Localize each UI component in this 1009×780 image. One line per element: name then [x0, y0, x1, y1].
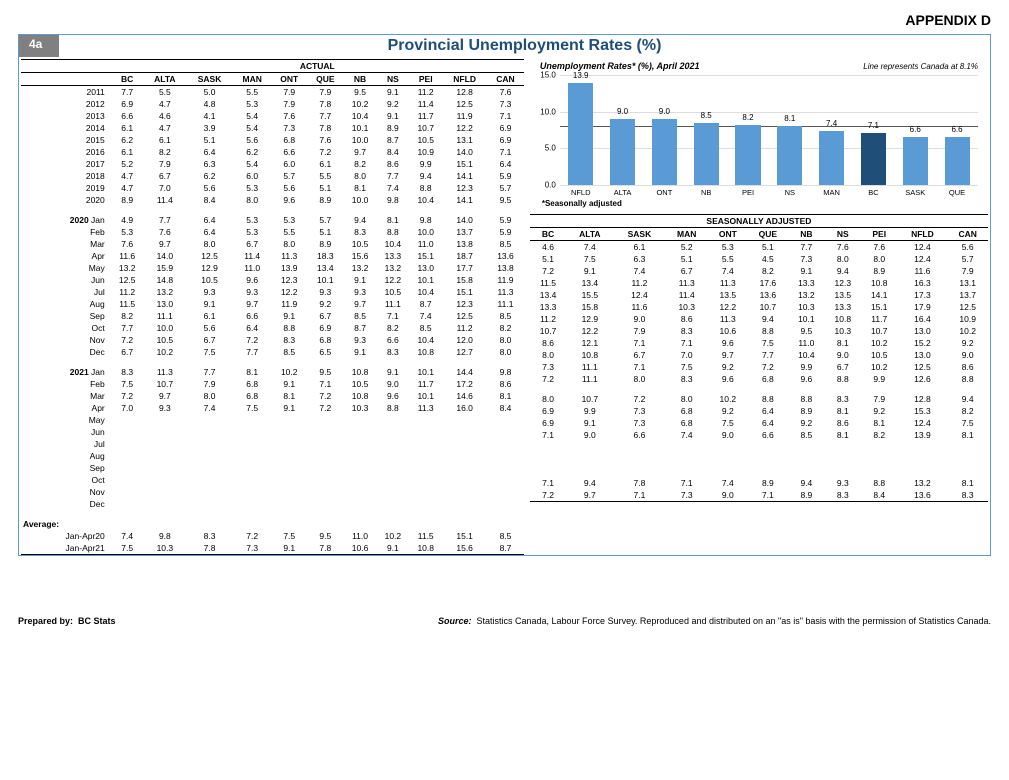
chart-region: Unemployment Rates* (%), April 2021 Line… — [530, 59, 988, 212]
sa-table: SEASONALLY ADJUSTEDBCALTASASKMANONTQUENB… — [530, 214, 988, 502]
actual-table-region: ACTUALBCALTASASKMANONTQUENBNSPEINFLDCAN2… — [21, 59, 524, 555]
chart-x-labels: NFLDALTAONTNBPEINSMANBCSASKQUE — [560, 188, 978, 197]
chart-note: Line represents Canada at 8.1% — [863, 62, 978, 71]
table-number-tab: 4a — [19, 35, 59, 57]
prepared-by: Prepared by: BC Stats — [18, 616, 116, 626]
sa-table-region: SEASONALLY ADJUSTEDBCALTASASKMANONTQUENB… — [530, 214, 988, 502]
chart-title: Unemployment Rates* (%), April 2021 — [540, 61, 700, 71]
main-panel: 4a Provincial Unemployment Rates (%) ACT… — [18, 34, 991, 556]
appendix-label: APPENDIX D — [18, 12, 991, 28]
bar-chart: 0.05.010.015.013.99.09.08.58.28.17.47.16… — [560, 75, 978, 186]
actual-table: ACTUALBCALTASASKMANONTQUENBNSPEINFLDCAN2… — [21, 59, 524, 555]
main-title: Provincial Unemployment Rates (%) — [59, 35, 990, 57]
page-footer: Prepared by: BC Stats Source: Statistics… — [18, 616, 991, 626]
chart-footnote: *Seasonally adjusted — [536, 197, 982, 210]
source: Source: Statistics Canada, Labour Force … — [438, 616, 991, 626]
